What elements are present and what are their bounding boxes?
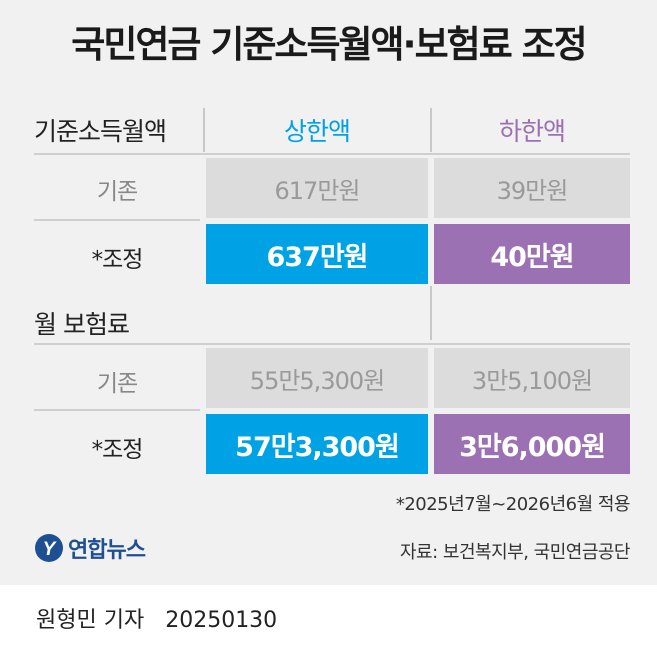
row-divider [34,219,200,221]
column-header-lower: 하한액 [498,117,566,146]
row-divider [34,343,630,345]
cell-income-adjusted-upper: 637만원 [206,224,428,284]
credit: 원형민 기자 20250130 [36,602,291,634]
cell-premium-adjusted-lower: 3만6,000원 [434,414,630,474]
cell-income-adjusted-lower: 40만원 [434,224,630,284]
cell-premium-base-lower: 3만5,100원 [434,348,630,408]
column-header-upper: 상한액 [283,117,351,146]
row-label-adjusted: *조정 [91,437,144,463]
logo-mark: Y [43,539,58,560]
section-label-premium: 월 보험료 [34,310,130,339]
row-label-adjusted: *조정 [91,247,144,273]
footnote: *2025년7월~2026년6월 적용 [395,494,631,515]
section-label-income: 기준소득월액 [34,117,167,146]
credit-author: 원형민 기자 [36,608,145,633]
logo-text: 연합뉴스 [68,538,146,563]
row-label-base: 기존 [96,179,138,205]
row-divider [34,153,630,155]
row-divider [34,409,200,411]
cell-income-base-lower: 39만원 [434,158,630,218]
column-divider [430,108,432,152]
chart-title: 국민연금 기준소득월액·보험료 조정 [71,23,587,66]
infographic-panel [0,0,657,585]
cell-income-base-upper: 617만원 [206,158,428,218]
yonhap-logo: Y 연합뉴스 [34,532,146,564]
source: 자료: 보건복지부, 국민연금공단 [399,542,631,563]
column-divider [430,286,432,340]
column-divider [203,108,205,152]
yonhap-logo-icon: Y [35,534,63,562]
cell-premium-adjusted-upper: 57만3,300원 [206,414,428,474]
cell-premium-base-upper: 55만5,300원 [206,348,428,408]
row-label-base: 기존 [96,371,138,397]
credit-date: 20250130 [165,608,278,633]
